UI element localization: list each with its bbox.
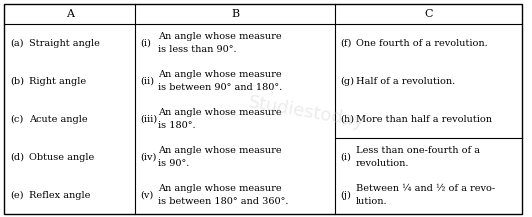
Text: Reflex angle: Reflex angle	[29, 191, 90, 199]
Text: More than half a revolution: More than half a revolution	[356, 115, 492, 123]
Text: (i): (i)	[340, 153, 351, 161]
Text: (iii): (iii)	[140, 115, 157, 123]
Text: (c): (c)	[10, 115, 23, 123]
Text: (b): (b)	[10, 77, 24, 85]
Text: (i): (i)	[140, 38, 151, 48]
Text: An angle whose measure
is 90°.: An angle whose measure is 90°.	[158, 146, 282, 168]
Text: Right angle: Right angle	[29, 77, 86, 85]
Text: B: B	[231, 9, 239, 19]
Text: Half of a revolution.: Half of a revolution.	[356, 77, 455, 85]
Text: Straight angle: Straight angle	[29, 38, 99, 48]
Text: Less than one-fourth of a
revolution.: Less than one-fourth of a revolution.	[356, 146, 480, 168]
Text: Acute angle: Acute angle	[29, 115, 87, 123]
Text: Between ¼ and ½ of a revo-
lution.: Between ¼ and ½ of a revo- lution.	[356, 184, 495, 205]
Text: Studiestoday: Studiestoday	[247, 93, 366, 131]
Text: (h): (h)	[340, 115, 354, 123]
Text: An angle whose measure
is 180°.: An angle whose measure is 180°.	[158, 108, 282, 130]
Text: One fourth of a revolution.: One fourth of a revolution.	[356, 38, 488, 48]
Text: A: A	[66, 9, 74, 19]
Text: Obtuse angle: Obtuse angle	[29, 153, 94, 161]
Text: (ii): (ii)	[140, 77, 154, 85]
Text: (v): (v)	[140, 191, 154, 199]
Text: (iv): (iv)	[140, 153, 157, 161]
Text: (e): (e)	[10, 191, 23, 199]
Text: (f): (f)	[340, 38, 352, 48]
Text: An angle whose measure
is less than 90°.: An angle whose measure is less than 90°.	[158, 32, 282, 54]
Text: C: C	[425, 9, 433, 19]
Text: (g): (g)	[340, 76, 354, 85]
Text: (j): (j)	[340, 191, 351, 200]
Text: (d): (d)	[10, 153, 24, 161]
Text: An angle whose measure
is between 180° and 360°.: An angle whose measure is between 180° a…	[158, 184, 289, 205]
Text: (a): (a)	[10, 38, 23, 48]
Text: An angle whose measure
is between 90° and 180°.: An angle whose measure is between 90° an…	[158, 71, 282, 92]
